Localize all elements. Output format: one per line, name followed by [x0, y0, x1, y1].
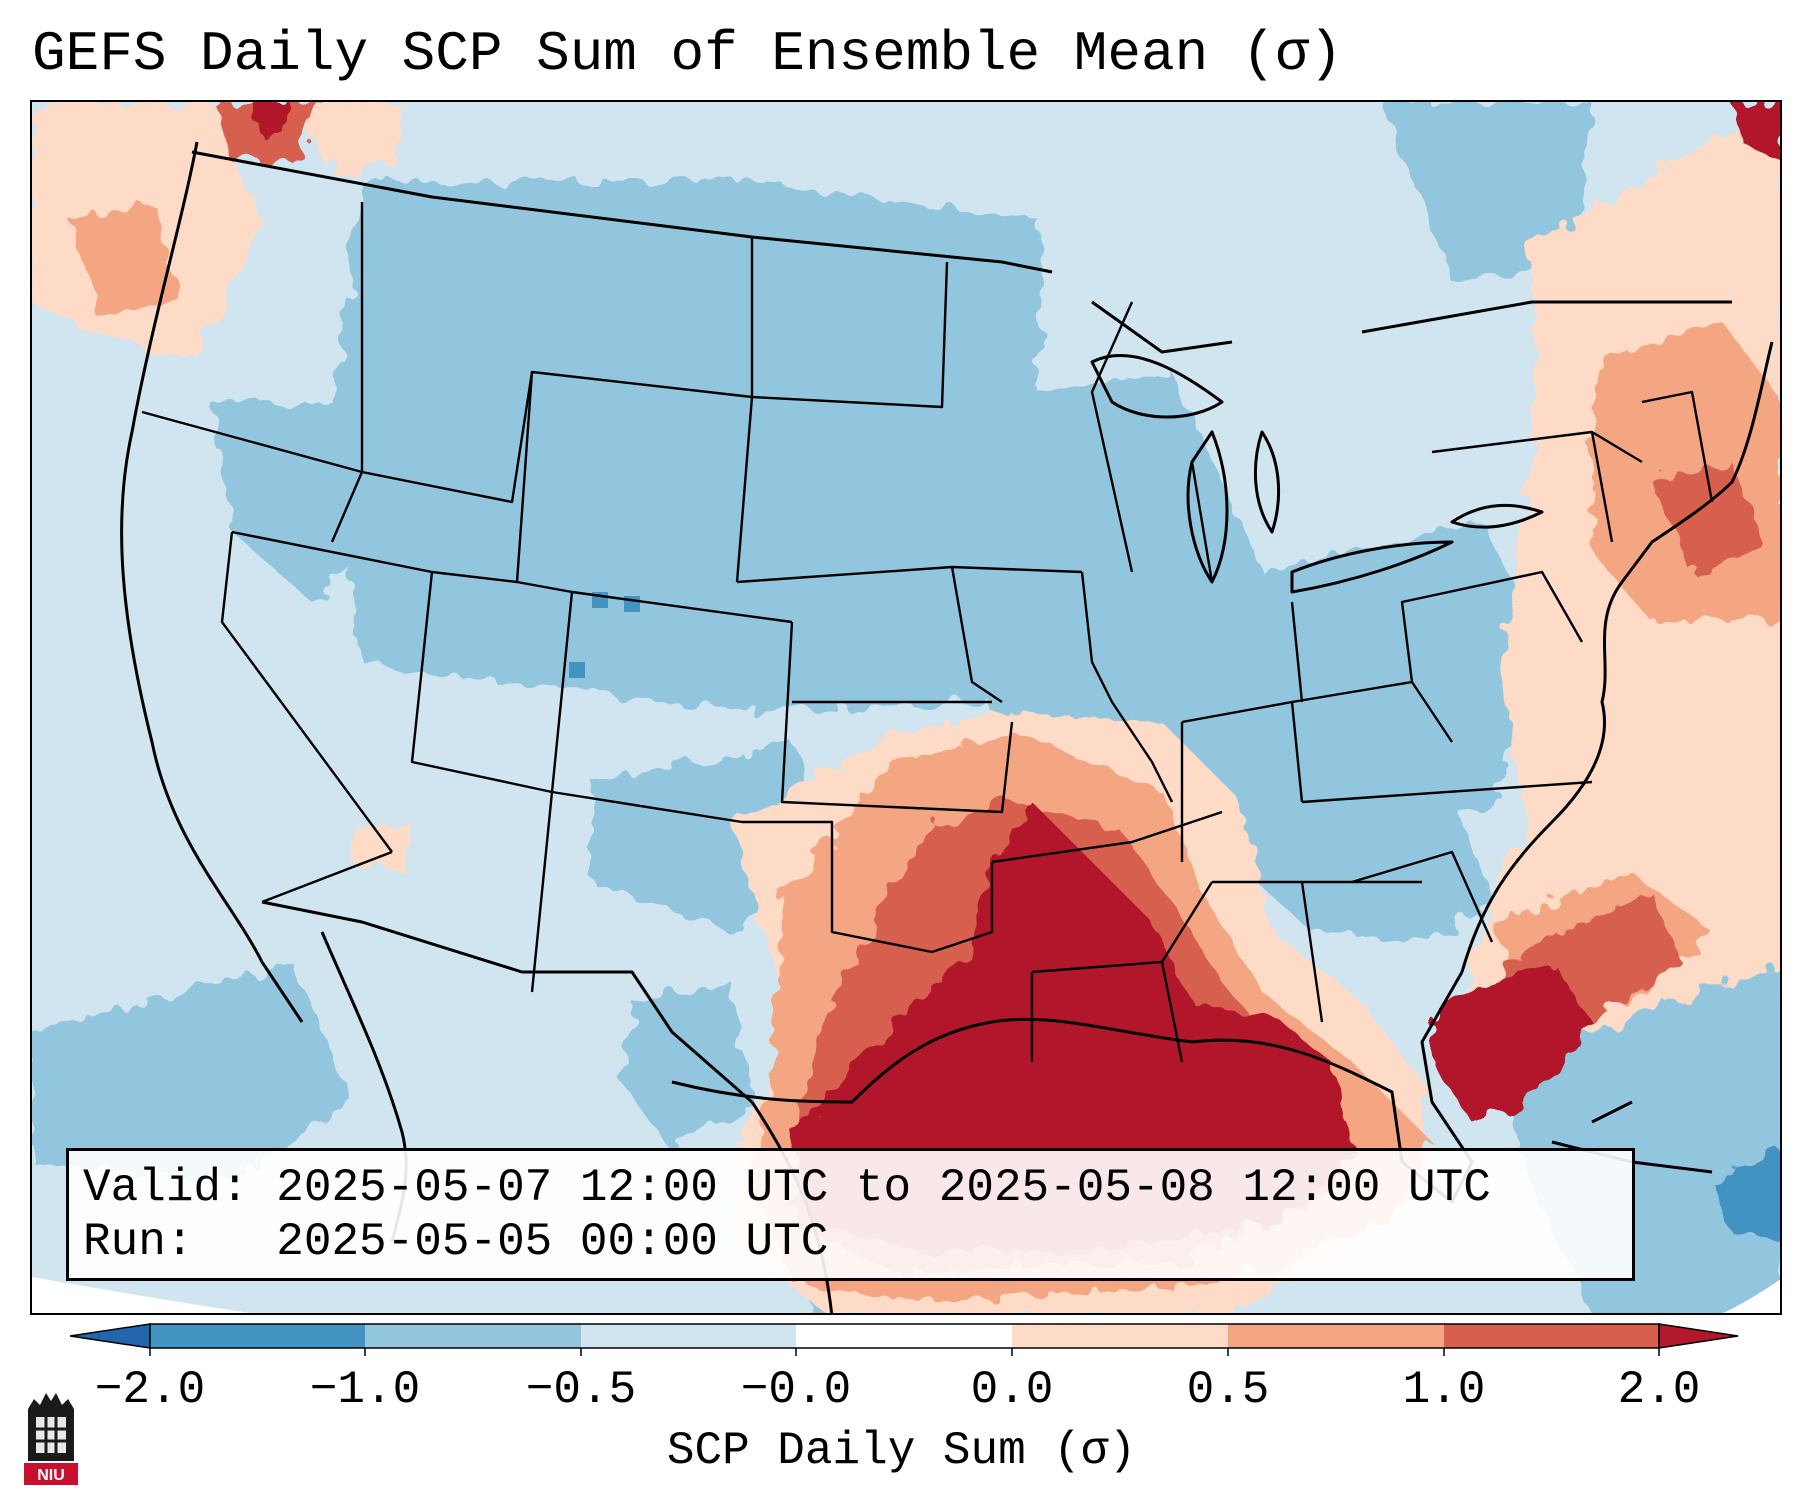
colorbar-bin-zero [796, 1324, 1012, 1348]
atlantic-coast [1460, 341, 1774, 973]
colorbar-bin-5 [1228, 1324, 1444, 1348]
gulf-coast [671, 971, 1474, 1204]
colorbar-extend-high [1658, 1323, 1739, 1349]
valid-run-info-box: Valid: 2025-05-07 12:00 UTC to 2025-05-0… [66, 1148, 1635, 1281]
colorbar-tick-label: 2.0 [1617, 1364, 1701, 1416]
colorbar-tick-label: 0.5 [1186, 1364, 1270, 1416]
map-panel [30, 100, 1782, 1315]
field-dark-red [252, 102, 1780, 1252]
colorbar [70, 1323, 1739, 1356]
colorbar-tick-label: 0.0 [970, 1364, 1054, 1416]
logo-text: NIU [37, 1467, 65, 1484]
university-tower-icon: NIU [24, 1393, 78, 1485]
colorbar-bin-1 [150, 1324, 365, 1348]
colorbar-tick-label: 1.0 [1402, 1364, 1486, 1416]
colorbar-bin-4 [1012, 1324, 1228, 1348]
state-borders [141, 202, 1714, 1063]
colorbar-tick-label: −0.5 [525, 1364, 637, 1416]
pacific-coast [120, 141, 304, 1023]
colorbar-bin-2 [365, 1324, 581, 1348]
run-time-text: Run: 2025-05-05 00:00 UTC [83, 1216, 829, 1268]
map-canvas [32, 102, 1780, 1313]
mexico-border [261, 900, 753, 1104]
colorbar-tick-label: −0.0 [740, 1364, 852, 1416]
colorbar-bin-3 [581, 1324, 796, 1348]
map-title: GEFS Daily SCP Sum of Ensemble Mean (σ) [32, 22, 1343, 86]
projection-corner-right [1723, 1279, 1780, 1313]
colorbar-tick-label: −1.0 [309, 1364, 421, 1416]
colorbar-tick-label: −2.0 [94, 1364, 206, 1416]
valid-time-text: Valid: 2025-05-07 12:00 UTC to 2025-05-0… [83, 1162, 1491, 1214]
projection-corner [32, 1277, 251, 1313]
colorbar-label: SCP Daily Sum (σ) [666, 1425, 1137, 1477]
colorbar-extend-low [70, 1323, 151, 1349]
colorbar-bin-6 [1444, 1324, 1659, 1348]
